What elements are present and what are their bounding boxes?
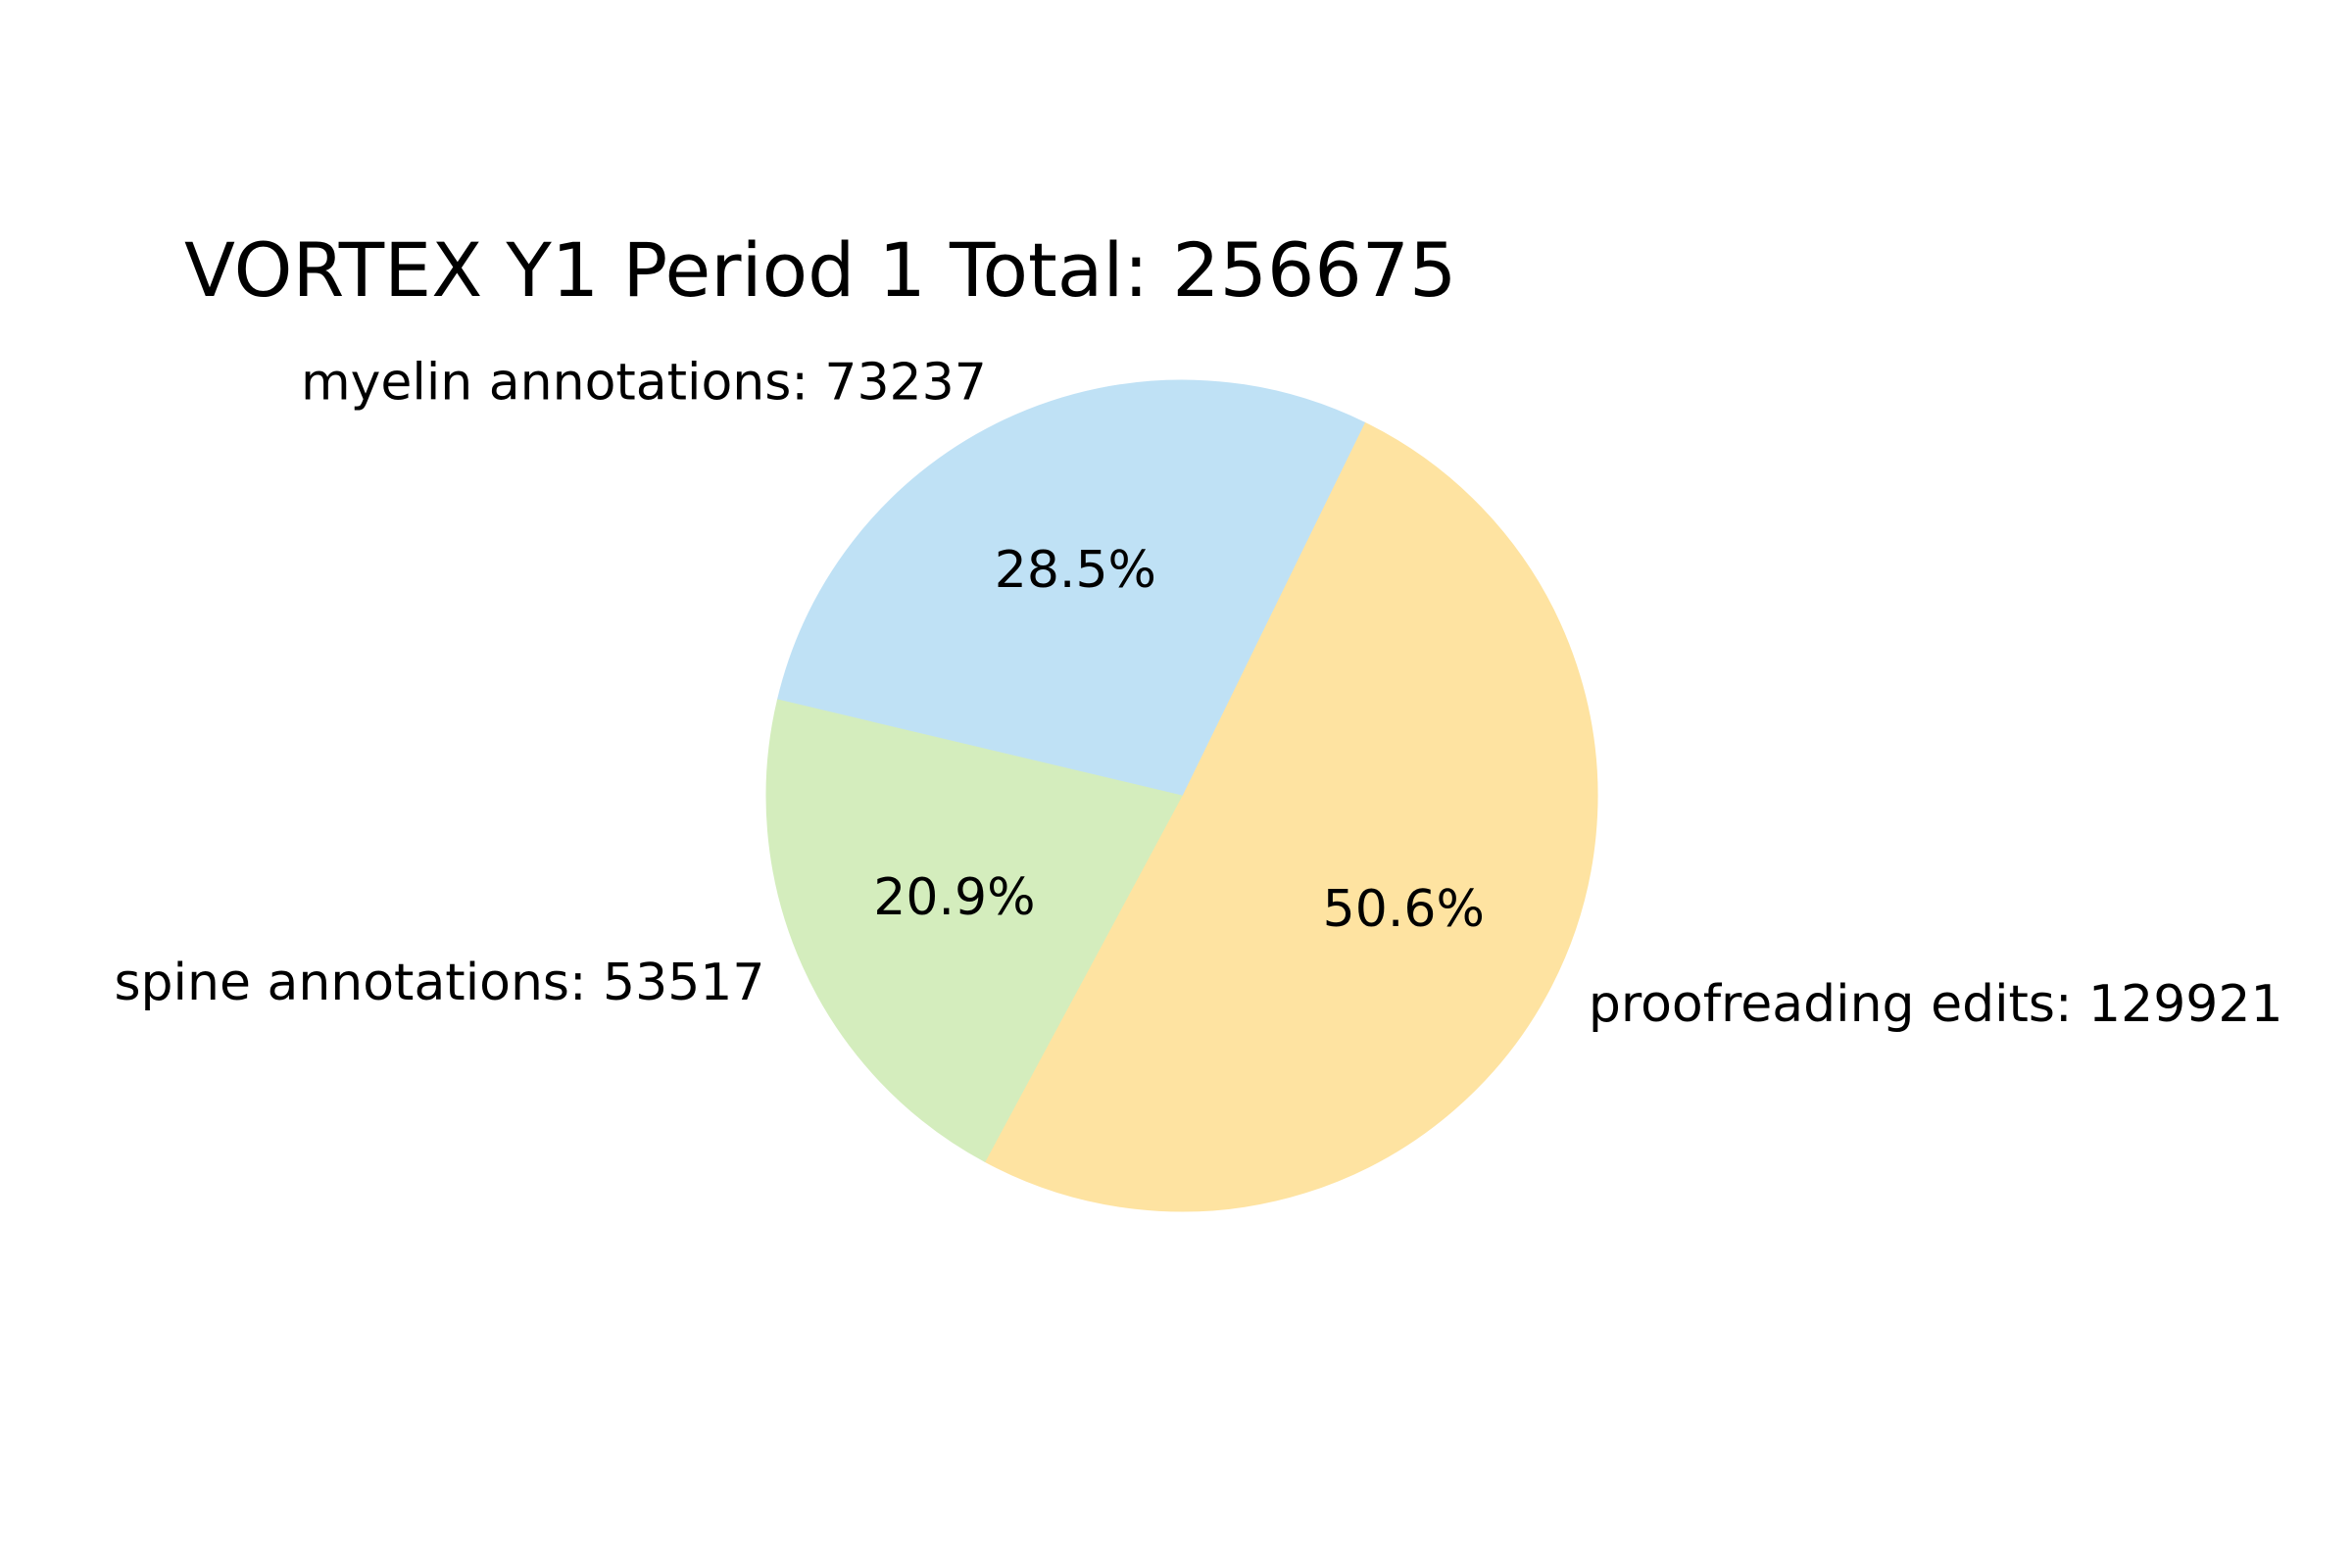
slice-percentage-label: 28.5% [995,541,1156,600]
chart-title: VORTEX Y1 Period 1 Total: 256675 [184,226,1456,314]
pie-slice-spine-annotations [765,699,1183,1162]
pie-slices [765,379,1598,1212]
pie-slice-myelin-annotations [776,379,1366,797]
slice-label: proofreading edits: 129921 [1589,975,2283,1034]
pie-slice-proofreading-edits [984,421,1598,1212]
slice-percentage-label: 20.9% [873,868,1035,927]
slice-percentage-label: 50.6% [1323,880,1485,939]
slice-label: myelin annotations: 73237 [301,353,987,412]
slice-label: spine annotations: 53517 [114,954,764,1012]
pie-labels: proofreading edits: 129921 50.6% myelin an… [114,353,2282,1034]
